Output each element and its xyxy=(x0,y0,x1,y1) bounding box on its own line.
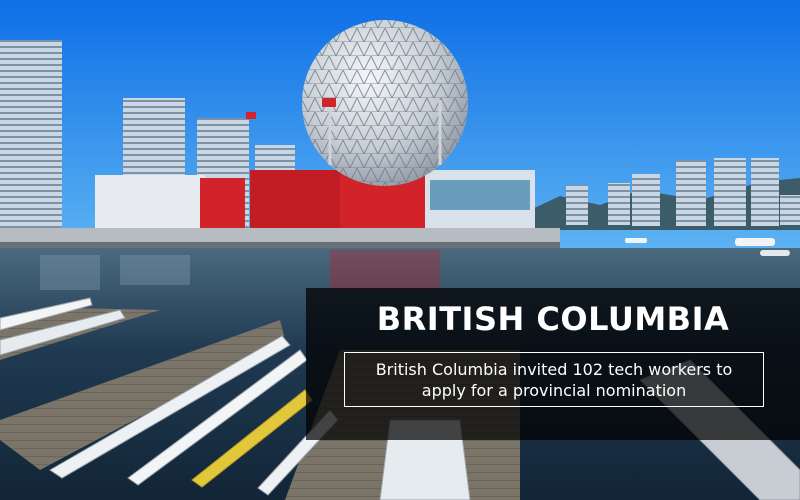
science-world xyxy=(95,20,535,233)
caption-text: British Columbia invited 102 tech worker… xyxy=(376,359,733,401)
caption-line-2: apply for a provincial nomination xyxy=(421,380,687,400)
promenade xyxy=(0,228,560,242)
caption-box: British Columbia invited 102 tech worker… xyxy=(344,352,764,407)
water-reflections xyxy=(40,250,440,290)
right-towers xyxy=(566,158,800,226)
headline-title: BRITISH COLUMBIA xyxy=(376,300,730,338)
dock-left xyxy=(0,308,285,470)
marina-boats xyxy=(625,238,790,256)
caption-line-1: British Columbia invited 102 tech worker… xyxy=(375,359,733,379)
headline-overlay: BRITISH COLUMBIA British Columbia invite… xyxy=(306,288,800,440)
